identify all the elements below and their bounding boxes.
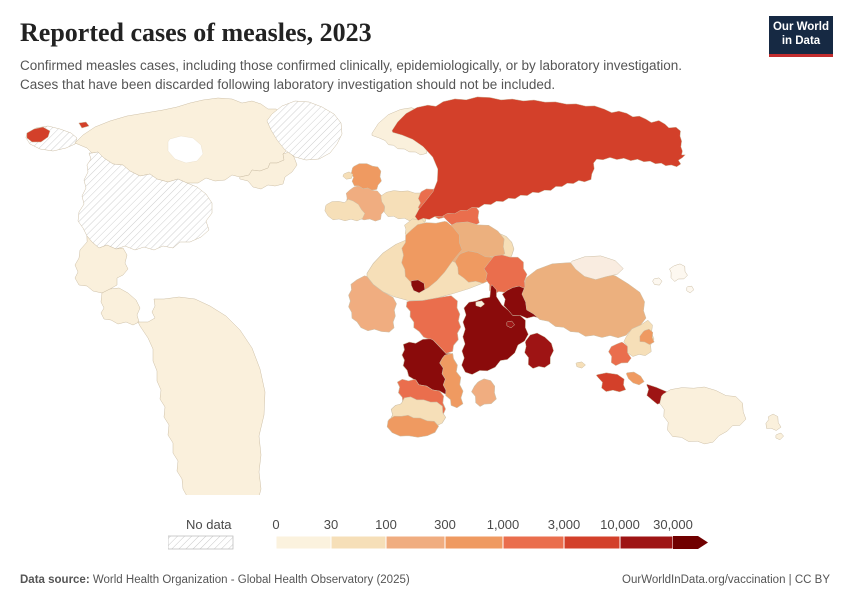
svg-text:No data: No data [186, 517, 232, 532]
svg-text:1,000: 1,000 [487, 517, 520, 532]
svg-text:100: 100 [375, 517, 397, 532]
svg-text:30,000: 30,000 [653, 517, 693, 532]
svg-text:3,000: 3,000 [548, 517, 581, 532]
svg-text:30: 30 [324, 517, 338, 532]
svg-text:300: 300 [434, 517, 456, 532]
svg-text:10,000: 10,000 [600, 517, 640, 532]
svg-text:0: 0 [272, 517, 279, 532]
